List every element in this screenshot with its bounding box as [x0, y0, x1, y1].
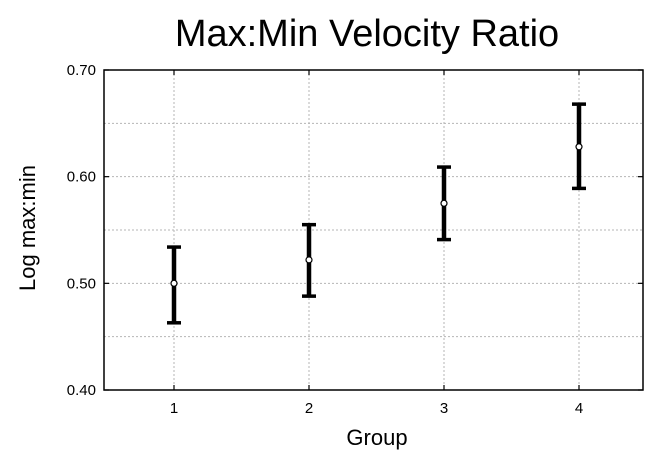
y-tick-label: 0.60	[67, 169, 96, 186]
mean-point	[440, 199, 448, 207]
mean-point	[305, 256, 313, 264]
x-tick-label: 3	[440, 400, 448, 417]
x-tick-label: 1	[170, 400, 178, 417]
chart-title: Max:Min Velocity Ratio	[175, 13, 559, 55]
x-tick-label: 2	[305, 400, 313, 417]
y-tick-label: 0.50	[67, 275, 96, 292]
plot-area	[103, 69, 644, 391]
grid	[104, 70, 643, 390]
y-tick-label: 0.70	[67, 62, 96, 79]
y-tick-label: 0.40	[67, 382, 96, 399]
x-axis-label: Group	[346, 425, 407, 450]
error-bar-group-4	[572, 102, 586, 191]
axis-ticks: 0.40 0.50 0.60 0.70 1 2 3 4	[67, 62, 643, 417]
y-axis-label: Log max:min	[15, 165, 40, 291]
error-bar-series	[167, 102, 586, 325]
x-tick-label: 4	[575, 400, 583, 417]
mean-point	[575, 143, 583, 151]
error-bar-group-3	[437, 165, 451, 242]
mean-point	[170, 279, 178, 287]
error-bar-group-1	[167, 245, 181, 325]
error-bar-group-2	[302, 222, 316, 298]
